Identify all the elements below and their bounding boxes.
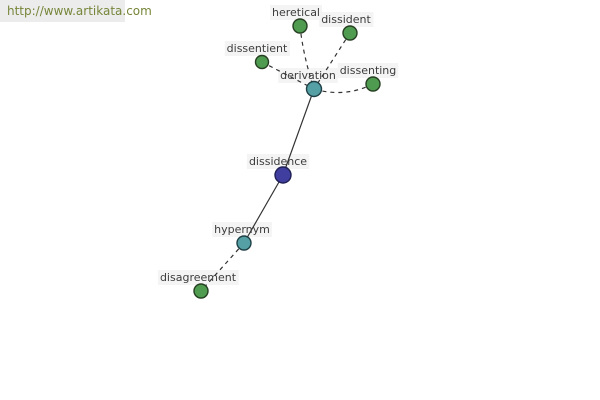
node-label-dissentient: dissentient — [227, 42, 288, 55]
node-derivation[interactable] — [305, 80, 323, 98]
node-dissenting[interactable] — [365, 76, 381, 92]
node-label-bg-dissenting — [337, 63, 399, 78]
node-label-hypernym: hypernym — [214, 223, 270, 236]
node-disagreement[interactable] — [193, 283, 209, 299]
node-dissident[interactable] — [342, 25, 358, 41]
url-label: http://www.artikata.com — [7, 4, 152, 18]
node-label-derivation: derivation — [280, 69, 336, 82]
label-backgrounds-layer — [157, 5, 399, 285]
node-label-dissidence: dissidence — [249, 155, 307, 168]
node-hypernym[interactable] — [236, 235, 252, 251]
node-label-dissenting: dissenting — [340, 64, 397, 77]
nodes-layer — [193, 18, 381, 299]
node-label-bg-hypernym — [212, 222, 272, 237]
node-label-bg-derivation — [278, 68, 338, 83]
node-label-bg-dissidence — [246, 154, 310, 169]
edge-hypernym-disagreement — [200, 242, 245, 292]
node-label-bg-heretical — [269, 5, 323, 20]
edge-derivation-dissidence — [282, 88, 315, 176]
node-label-bg-disagreement — [157, 270, 239, 285]
node-heretical[interactable] — [292, 18, 308, 34]
node-dissidence[interactable] — [274, 166, 292, 184]
node-label-dissident: dissident — [321, 13, 371, 26]
node-label-disagreement: disagreement — [160, 271, 237, 284]
url-bar: http://www.artikata.com — [0, 0, 152, 22]
edge-dissident-derivation — [313, 32, 351, 90]
edge-dissidence-hypernym — [243, 174, 284, 244]
node-label-heretical: heretical — [272, 6, 320, 19]
edge-dissentient-derivation — [261, 61, 315, 90]
node-dissentient[interactable] — [254, 54, 270, 70]
node-label-bg-dissentient — [224, 41, 291, 56]
node-label-bg-dissident — [319, 12, 374, 27]
edge-dissenting-derivation — [313, 83, 374, 94]
